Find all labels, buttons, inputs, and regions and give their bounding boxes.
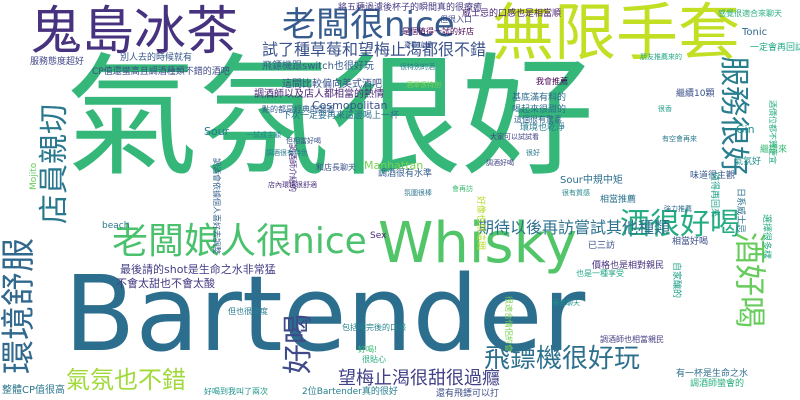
word: 喝起來很甜的 [512, 105, 567, 115]
word: 很特別的酒 [400, 63, 435, 71]
word: 相當好喝 [672, 237, 709, 247]
word: 酒單很特別 [406, 81, 441, 89]
word: 飛鏢機跟switch也很好玩 [262, 61, 374, 72]
word: 老闆娘人很nice [112, 221, 367, 262]
word: 值得再回來 [709, 172, 719, 218]
word: 飛鏢機很好玩 [484, 344, 641, 374]
word: 但很入口 [440, 15, 472, 24]
word: 服務態度超好 [30, 57, 85, 67]
word: 2位Bartender真的很好 [302, 387, 398, 397]
word: 有一杯是生命之水 [676, 369, 749, 379]
word: Sour [204, 125, 230, 138]
word: 一定會再回訪 [750, 43, 800, 53]
word: 這個很有驚喜 [514, 115, 562, 124]
word: 好喝 [281, 314, 316, 374]
word: 不會太甜也不會太酸 [116, 277, 215, 290]
word: 環境舒服 [0, 238, 39, 374]
word: Whisky [378, 211, 578, 276]
word: 也是一種享受 [576, 269, 624, 278]
word: 已三訪 [588, 241, 616, 251]
word: 是個值得一試的好店 [402, 27, 474, 36]
word: 繼續10顆 [676, 89, 715, 99]
word: Mojito [29, 162, 39, 190]
word: 但也很適度 [228, 307, 268, 316]
word: 威士忌的口感也是相當順 [462, 9, 562, 19]
word: 很適合情侶約會 [504, 296, 513, 352]
word: 很好 [526, 149, 540, 157]
word: 店內環境很舒適 [268, 181, 317, 189]
word: 但相當好喝 [286, 137, 321, 145]
word: 好喝! [358, 345, 378, 354]
word: 強力推薦 [664, 205, 692, 213]
word: Bartender [64, 253, 586, 375]
word: Tonic [742, 27, 768, 38]
word: 一試成主顧 [246, 131, 281, 139]
word: 將五種過濾後杯子的瞬間真的很療癒 [338, 3, 483, 13]
word: 有空會再來 [662, 135, 697, 143]
word: 自家釀的 [671, 262, 681, 299]
word: 大家可以試試看 [490, 133, 539, 141]
word: 店員親切 [37, 104, 72, 224]
word: 感覺很適合來聊天 [718, 9, 782, 18]
word: 氣氛好 [734, 157, 762, 167]
word: 價格也是相對親民 [592, 261, 665, 271]
word: 和店長聊天 [316, 163, 356, 172]
word: 試了種草莓和望梅止渴都很不錯 [262, 40, 487, 59]
word: 酒很好喝 [620, 207, 740, 242]
word: 調酒很有水準 [378, 169, 433, 179]
word: 適合聊天 [552, 299, 580, 307]
word: 調酒很有特色 [266, 149, 308, 157]
word: 調酒師蠻會的 [690, 379, 745, 389]
word: 我會推薦 [536, 77, 568, 86]
word: Sour中規中矩 [560, 175, 623, 186]
word: Sex [370, 231, 387, 241]
word: 下次一定要再來這邊喝上一杯 [282, 111, 400, 121]
word: 鬼島冰茶 [30, 2, 239, 62]
word: 很有質感 [562, 189, 590, 197]
word: 整體CP值很高 [2, 385, 66, 396]
word: 很貼心 [362, 355, 386, 364]
word: 很香 [658, 105, 672, 113]
word: 還有飛鏢可以打 [436, 389, 500, 399]
word: 好喝到我叫了兩次 [204, 387, 268, 396]
word: 調酒師也相當親民 [600, 335, 664, 344]
word: beach [102, 221, 130, 231]
word: 期待以後再訪嘗試其他種類 [478, 218, 671, 237]
word: 點的都是經典的調酒 [262, 105, 334, 114]
word: 調酒會依據個人喜好去調整 [212, 158, 221, 254]
word: 這間比較偏向美式酒吧 [282, 79, 382, 90]
word: 老闆很nice [282, 5, 455, 45]
word: 無限手套 [492, 0, 741, 69]
word: 繼續來 [760, 145, 788, 155]
word: 環境也乾淨 [520, 123, 566, 133]
word: 望梅止渴很甜很過癮 [338, 368, 500, 389]
word: Gin [736, 123, 755, 136]
word: 包括喝完後的口感 [342, 323, 406, 332]
word: 喜歡這裡 [404, 41, 432, 49]
word: 最後請的shot是生命之水非常猛 [120, 263, 276, 276]
word: 氣氛也不錯 [66, 366, 186, 394]
word: Manhattan [364, 159, 424, 172]
word: Cosmopolitan [312, 99, 388, 112]
word: 別人去的時候就有 [120, 53, 193, 63]
word: 相當推薦 [600, 195, 637, 205]
word: 選擇很多樣 [761, 214, 771, 260]
word: CP值還蠻高且調酒種類不錯的酒吧 [92, 67, 230, 77]
word: 日系威士忌 [735, 188, 745, 234]
word: 會再訪 [452, 185, 473, 193]
word: 好像也就這間 [475, 196, 485, 251]
word: 味道很主觀 [690, 171, 736, 181]
word: 朋友推薦來的 [640, 53, 682, 61]
word: 調酒師以及店人都相當的熱情 [254, 89, 384, 100]
word: 基底滿有料的 [512, 93, 567, 103]
word: 氛圍很棒 [404, 189, 432, 197]
word: 氣氛很好 [66, 41, 594, 195]
word: 調酒好喝 [486, 159, 514, 167]
